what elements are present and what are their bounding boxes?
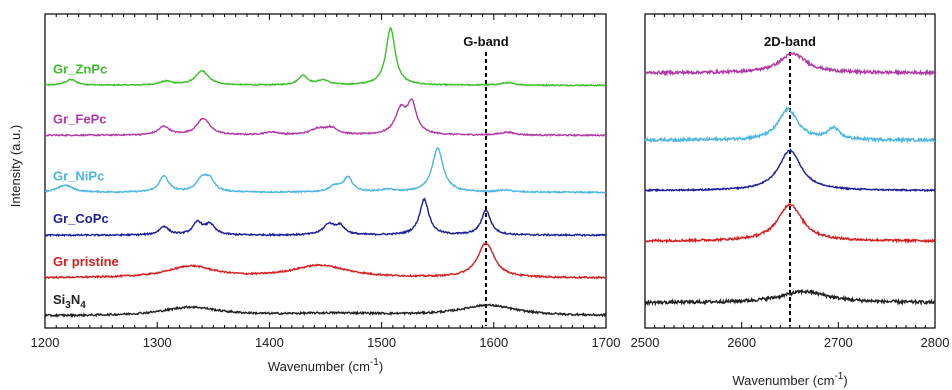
- series-label: Si3N4: [53, 292, 86, 311]
- x-tick-label: 2800: [921, 335, 950, 350]
- band-label: G-band: [463, 34, 509, 49]
- panel-2d-band: 2500 2600 2700 2800 Wavenumber (cm-1) 2D-band: [631, 14, 950, 388]
- x-tick-label: 1600: [479, 335, 508, 350]
- series-label: Gr_NiPc: [53, 168, 104, 183]
- series-line-gr-fepc: [45, 99, 606, 136]
- y-axis-title: Intensity (a.u.): [8, 125, 23, 207]
- x-tick-label: 2500: [631, 335, 660, 350]
- x-tick-label: 1400: [255, 335, 284, 350]
- series-label: Gr_FePc: [53, 111, 106, 126]
- series-line-gr-nipc: [45, 148, 606, 193]
- plot-frame: [45, 14, 606, 328]
- x-tick-label: 1200: [31, 335, 60, 350]
- x-tick-label: 1500: [367, 335, 396, 350]
- series-line-si3n4: [45, 304, 606, 316]
- x-tick-label: 1700: [592, 335, 621, 350]
- series-line-gr-copc: [45, 199, 606, 236]
- x-axis-title: Wavenumber (cm-1): [268, 357, 383, 374]
- x-tick-label: 2700: [824, 335, 853, 350]
- series-label: Gr_ZnPc: [53, 61, 107, 76]
- x-tick-label: 2600: [727, 335, 756, 350]
- x-tick-label: 1300: [143, 335, 172, 350]
- series-line-gr-pristine: [45, 243, 606, 278]
- series-line-gr-fepc: [645, 53, 935, 74]
- panel-g-band: 1200 1300 1400 1500 1600 1700 Wavenumber (cm-1…: [31, 14, 621, 374]
- series-line-gr-znpc: [45, 28, 606, 86]
- series-label: Gr pristine: [53, 254, 119, 269]
- series-label: Gr_CoPc: [53, 211, 109, 226]
- x-axis-title: Wavenumber (cm-1): [732, 371, 847, 388]
- series-line-gr-copc: [645, 150, 935, 191]
- band-label: 2D-band: [764, 34, 816, 49]
